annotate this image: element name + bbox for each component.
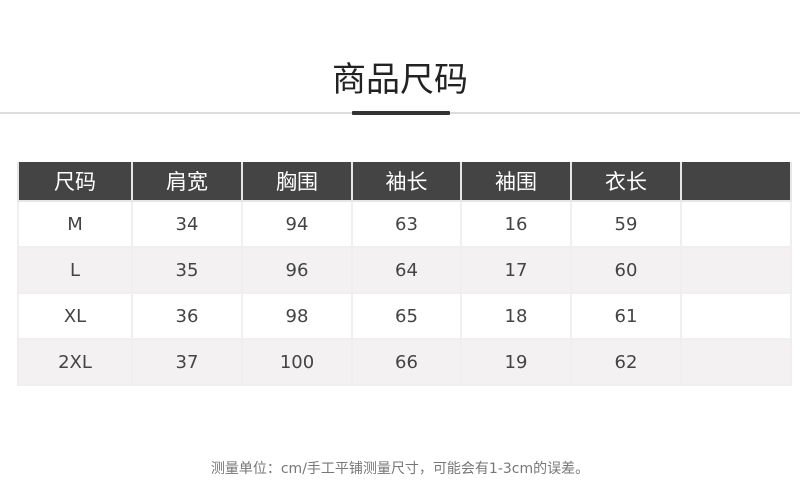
- table-cell: 16: [460, 200, 572, 248]
- table-cell: 100: [241, 338, 353, 386]
- table-cell: [680, 200, 792, 248]
- table-cell: 98: [241, 292, 353, 340]
- table-cell: 60: [570, 246, 682, 294]
- table-cell: 59: [570, 200, 682, 248]
- table-cell: 65: [351, 292, 462, 340]
- table-cell: [680, 338, 792, 386]
- table-cell: 62: [570, 338, 682, 386]
- table-cell: 18: [460, 292, 572, 340]
- table-cell: [680, 292, 792, 340]
- column-header: 袖围: [460, 162, 572, 202]
- table-cell: 63: [351, 200, 462, 248]
- table-cell: 66: [351, 338, 462, 386]
- table-row: M 34 94 63 16 59: [17, 200, 792, 248]
- table-cell: 34: [131, 200, 243, 248]
- column-header: 胸围: [241, 162, 353, 202]
- table-header-row: 尺码 肩宽 胸围 袖长 袖围 衣长: [17, 162, 792, 202]
- column-header: 衣长: [570, 162, 682, 202]
- table-cell: XL: [17, 292, 133, 340]
- column-header: 肩宽: [131, 162, 243, 202]
- table-row: 2XL 37 100 66 19 62: [17, 338, 792, 386]
- column-header: 袖长: [351, 162, 462, 202]
- table-cell: L: [17, 246, 133, 294]
- table-cell: 64: [351, 246, 462, 294]
- table-cell: 94: [241, 200, 353, 248]
- size-table: 尺码 肩宽 胸围 袖长 袖围 衣长 M 34 94 63 16 59 L 35 96 64 17 60 XL 36 9…: [17, 162, 792, 386]
- table-cell: 19: [460, 338, 572, 386]
- table-row: XL 36 98 65 18 61: [17, 292, 792, 340]
- table-cell: 2XL: [17, 338, 133, 386]
- table-cell: 37: [131, 338, 243, 386]
- table-cell: 96: [241, 246, 353, 294]
- table-cell: 17: [460, 246, 572, 294]
- title-underline: [352, 111, 450, 115]
- measurement-note: 测量单位：cm/手工平铺测量尺寸，可能会有1-3cm的误差。: [210, 461, 590, 477]
- table-cell: 35: [131, 246, 243, 294]
- table-cell: 61: [570, 292, 682, 340]
- table-cell: 36: [131, 292, 243, 340]
- table-cell: M: [17, 200, 133, 248]
- column-header: 尺码: [17, 162, 133, 202]
- table-cell: [680, 246, 792, 294]
- table-row: L 35 96 64 17 60: [17, 246, 792, 294]
- column-header: [680, 162, 792, 202]
- page-title: 商品尺码: [332, 60, 468, 100]
